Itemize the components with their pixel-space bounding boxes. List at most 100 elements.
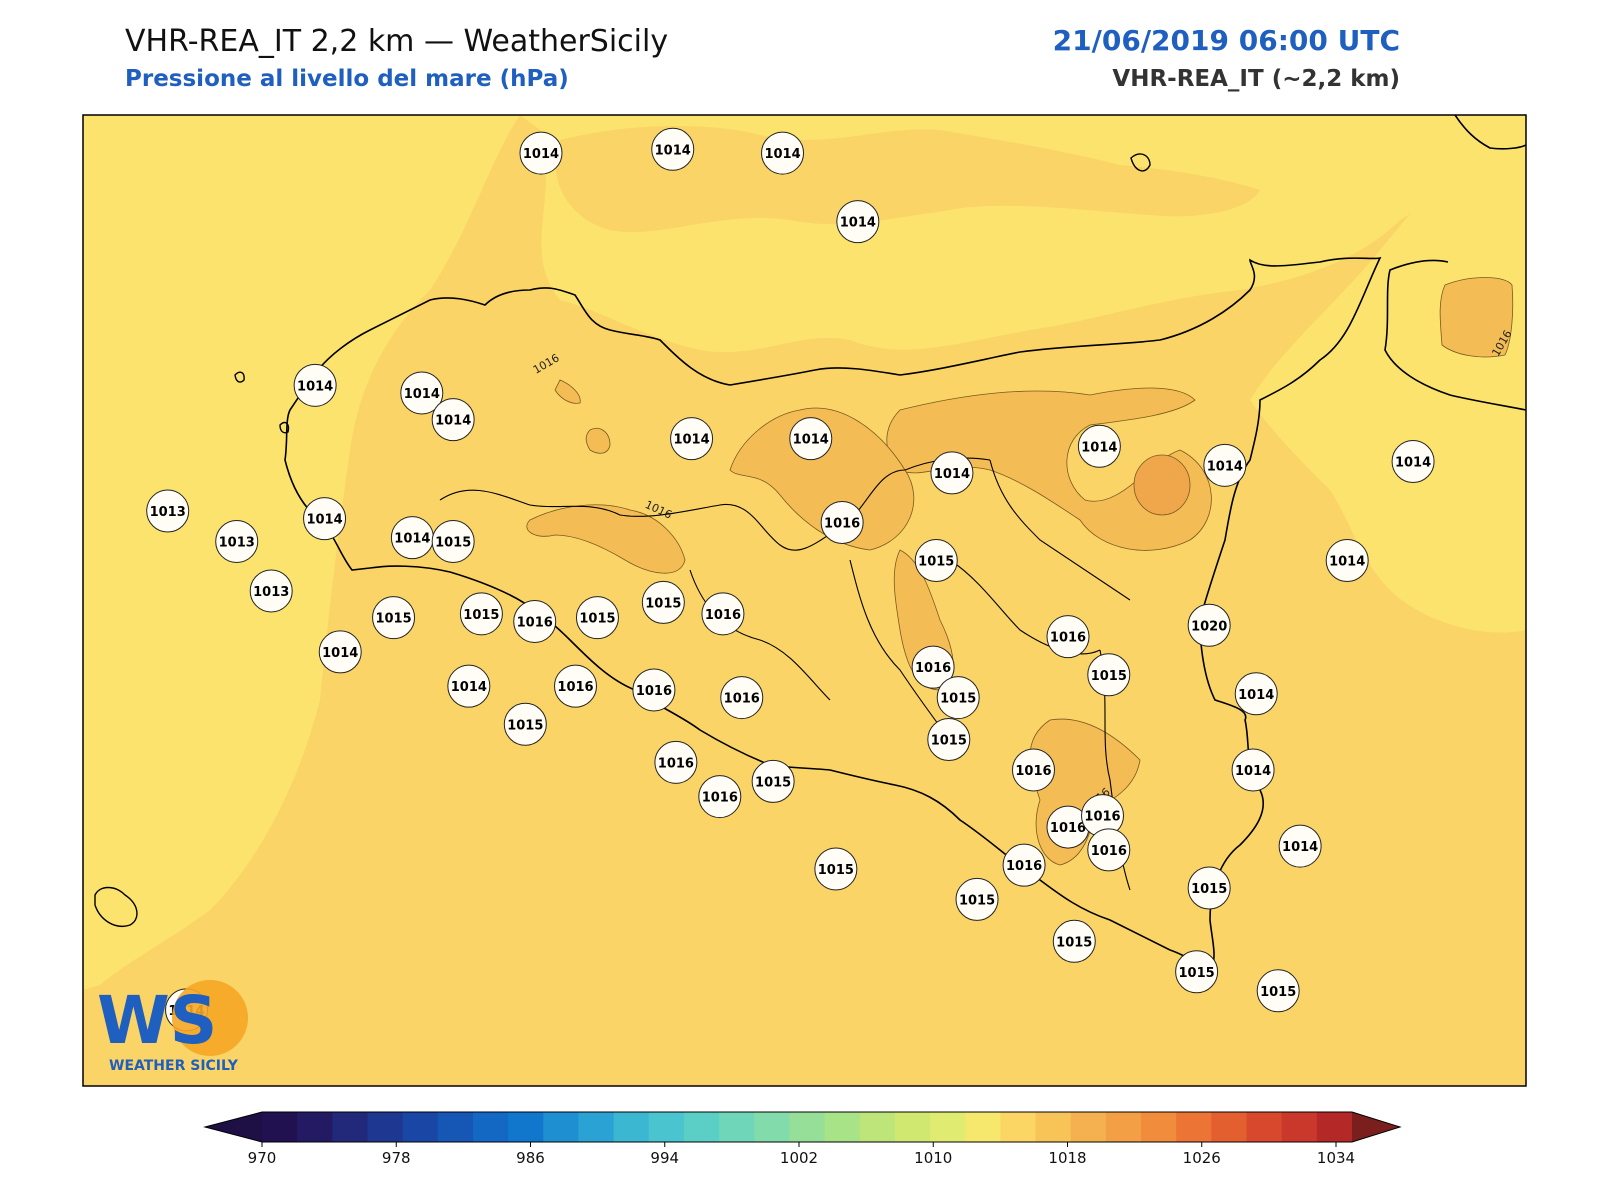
station-value: 1014 bbox=[306, 513, 342, 528]
colorbar-swatch bbox=[1105, 1112, 1142, 1142]
field-high-calabria bbox=[1439, 277, 1514, 358]
station-marker: 1014 bbox=[670, 417, 714, 461]
station-circle bbox=[955, 877, 999, 921]
station-marker: 1015 bbox=[431, 519, 475, 563]
colorbar-swatch bbox=[719, 1112, 755, 1142]
station-value: 1015 bbox=[1091, 669, 1127, 684]
station-marker: 1015 bbox=[1087, 653, 1131, 697]
colorbar-tick-label: 1026 bbox=[1183, 1149, 1221, 1167]
station-value: 1014 bbox=[435, 414, 471, 429]
station-value: 1016 bbox=[702, 791, 738, 806]
station-circle bbox=[146, 489, 190, 533]
colorbar-swatch bbox=[543, 1112, 579, 1142]
colorbar-swatch bbox=[437, 1112, 474, 1142]
station-circle bbox=[789, 417, 833, 461]
station-circle bbox=[720, 676, 764, 720]
station-circle bbox=[1256, 969, 1300, 1013]
station-marker: 1013 bbox=[146, 489, 190, 533]
colorbar-swatch bbox=[332, 1112, 368, 1142]
station-value: 1016 bbox=[517, 615, 553, 630]
field-mid-north-blob bbox=[555, 125, 1260, 233]
colorbar-swatch bbox=[754, 1112, 790, 1142]
station-value: 1016 bbox=[1050, 631, 1086, 646]
station-value: 1014 bbox=[523, 147, 559, 162]
station-circle bbox=[670, 417, 714, 461]
station-marker: 1015 bbox=[372, 596, 416, 640]
station-circle bbox=[641, 580, 685, 624]
station-circle bbox=[698, 775, 742, 819]
station-circle bbox=[503, 702, 547, 746]
station-marker: 1016 bbox=[1087, 828, 1131, 872]
station-circle bbox=[1175, 950, 1219, 994]
field-low-west bbox=[83, 115, 520, 990]
station-value: 1014 bbox=[404, 387, 440, 402]
station-value: 1015 bbox=[375, 612, 411, 627]
station-marker: 1014 bbox=[1278, 824, 1322, 868]
colorbar-tick-label: 1010 bbox=[914, 1149, 952, 1167]
station-value: 1016 bbox=[658, 756, 694, 771]
station-circle bbox=[303, 497, 347, 541]
station-value: 1020 bbox=[1191, 619, 1227, 634]
station-circle bbox=[1087, 828, 1131, 872]
station-circle bbox=[927, 717, 971, 761]
station-circle bbox=[431, 519, 475, 563]
colorbar-swatch bbox=[1141, 1112, 1177, 1142]
map-title: VHR-REA_IT 2,2 km — WeatherSicily bbox=[125, 24, 669, 59]
station-circle bbox=[836, 200, 880, 244]
station-marker: 1016 bbox=[820, 500, 864, 544]
station-circle bbox=[1011, 748, 1055, 792]
field-high-small1 bbox=[585, 428, 611, 454]
station-marker: 1014 bbox=[930, 451, 974, 495]
station-value: 1014 bbox=[322, 646, 358, 661]
station-value: 1016 bbox=[1091, 844, 1127, 859]
station-circle bbox=[1187, 603, 1231, 647]
station-value: 1016 bbox=[1006, 859, 1042, 874]
colorbar-tick-label: 1034 bbox=[1317, 1149, 1355, 1167]
station-value: 1014 bbox=[1395, 456, 1431, 471]
station-value: 1014 bbox=[297, 379, 333, 394]
variable-subtitle: Pressione al livello del mare (hPa) bbox=[125, 66, 569, 92]
weathersicily-logo: WS WEATHER SICILY bbox=[97, 980, 248, 1074]
colorbar-tick-label: 986 bbox=[516, 1149, 545, 1167]
station-value: 1014 bbox=[793, 433, 829, 448]
colorbar-tick-label: 1002 bbox=[780, 1149, 818, 1167]
station-marker: 1014 bbox=[293, 363, 337, 407]
station-marker: 1015 bbox=[1052, 919, 1096, 963]
station-circle bbox=[447, 664, 491, 708]
station-marker: 1015 bbox=[914, 539, 958, 583]
station-value: 1013 bbox=[150, 505, 186, 520]
colorbar-swatch bbox=[648, 1112, 685, 1142]
station-value: 1014 bbox=[1329, 555, 1365, 570]
colorbar-swatch bbox=[1316, 1112, 1353, 1142]
station-circle bbox=[1231, 748, 1275, 792]
station-value: 1015 bbox=[507, 718, 543, 733]
colorbar-tick-label: 994 bbox=[650, 1149, 679, 1167]
colorbar-over-arrow bbox=[1352, 1112, 1400, 1142]
station-marker: 1014 bbox=[303, 497, 347, 541]
station-value: 1015 bbox=[755, 775, 791, 790]
station-circle bbox=[513, 599, 557, 643]
station-value: 1016 bbox=[636, 684, 672, 699]
field-high-west bbox=[526, 504, 686, 574]
station-marker: 1016 bbox=[513, 599, 557, 643]
station-value: 1016 bbox=[824, 516, 860, 531]
station-value: 1015 bbox=[918, 555, 954, 570]
colorbar-swatch bbox=[1035, 1112, 1072, 1142]
station-marker: 1016 bbox=[1046, 805, 1090, 849]
model-label: VHR-REA_IT (~2,2 km) bbox=[1112, 66, 1400, 92]
coastline-aeolian bbox=[1130, 153, 1151, 172]
station-circle bbox=[459, 592, 503, 636]
station-circle bbox=[400, 371, 444, 415]
field-peak-etna bbox=[1133, 454, 1191, 516]
coastline-sicily bbox=[284, 256, 1382, 972]
station-circle bbox=[930, 451, 974, 495]
colorbar-swatch bbox=[402, 1112, 439, 1142]
station-circle bbox=[911, 645, 955, 689]
station-marker: 1016 bbox=[1002, 843, 1046, 887]
station-marker: 1014 bbox=[1234, 672, 1278, 716]
station-circle bbox=[431, 398, 475, 442]
province-borders bbox=[439, 457, 1131, 891]
colorbar-swatch bbox=[367, 1112, 404, 1142]
station-circle bbox=[1203, 443, 1247, 487]
station-marker: 1015 bbox=[641, 580, 685, 624]
